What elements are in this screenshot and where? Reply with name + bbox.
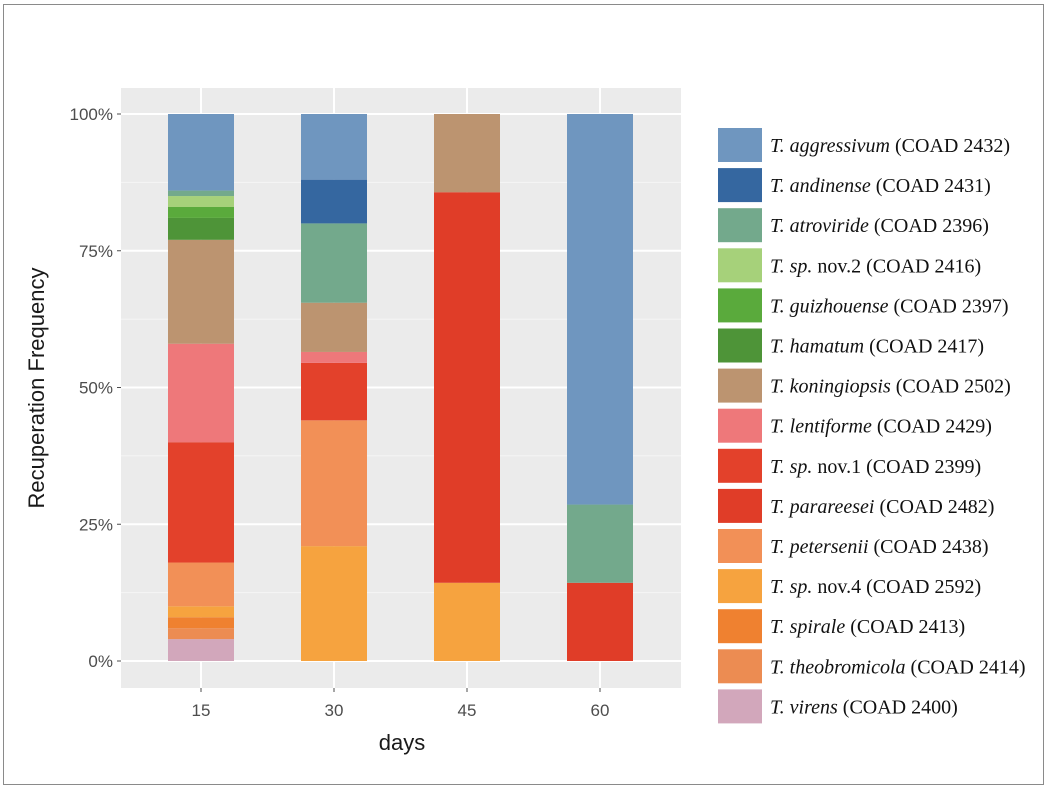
legend-key [718,609,762,644]
legend-key [718,208,762,243]
legend-key [718,288,762,323]
bar-segment [434,582,500,661]
bar-segment [434,114,500,193]
bar-segment [168,114,234,191]
bar-segment [567,582,633,661]
x-tick-label: 30 [325,701,344,720]
y-tick-label: 0% [88,652,113,671]
legend-label: T. parareesei (COAD 2482) [770,496,994,518]
legend-key [718,168,762,203]
bar-segment [301,351,367,363]
x-tick-label: 45 [458,701,477,720]
legend-label: T. theobromicola (COAD 2414) [770,656,1026,678]
bar-segment [168,190,234,197]
legend-label: T. guizhouense (COAD 2397) [770,295,1009,317]
legend-label: T. koningiopsis (COAD 2502) [770,376,1011,398]
bar-segment [301,223,367,303]
bar-segment [301,302,367,352]
bar-segment [168,196,234,207]
axis-ticks: 0% 25% 50% 75% 100% 15 30 45 60 [70,105,610,720]
bar-segment [567,504,633,583]
y-tick-label: 100% [70,105,113,124]
bar-segment [168,217,234,240]
legend-key [718,408,762,443]
legend-key [718,529,762,563]
legend-key [718,368,762,403]
legend-label: T. sp. nov.2 (COAD 2416) [770,255,981,277]
bar-segment [168,562,234,607]
legend-key [718,689,762,724]
legend-label: T. atroviride (COAD 2396) [770,215,989,237]
legend-key [718,569,762,604]
bar-segment [301,179,367,224]
bar-segment [301,114,367,180]
x-tick-label: 60 [591,701,610,720]
bar-segment [301,546,367,661]
bar-segment [168,617,234,629]
legend-label: T. virens (COAD 2400) [770,696,958,718]
bars [168,114,633,661]
legend-key [718,128,762,162]
bar-segment [301,362,367,421]
legend-label: T. andinense (COAD 2431) [770,175,991,197]
legend-key [718,649,762,684]
bar-segment [567,114,633,505]
bar-segment [168,628,234,640]
legend-key [718,448,762,483]
bar-segment [301,420,367,547]
legend-label: T. hamatum (COAD 2417) [770,336,984,358]
bar-segment [168,442,234,563]
y-tick-label: 50% [79,379,113,398]
legend: T. aggressivum (COAD 2432) T. andinense (… [718,128,1026,724]
legend-key [718,248,762,283]
legend-label: T. sp. nov.4 (COAD 2592) [770,576,981,598]
x-tick-label: 15 [192,701,211,720]
bar-segment [168,206,234,218]
legend-label: T. petersenii (COAD 2438) [770,536,989,558]
y-tick-label: 75% [79,242,113,261]
legend-label: T. spirale (COAD 2413) [770,616,965,638]
bar-segment [168,239,234,344]
bar-segment [168,343,234,443]
x-axis-title: days [379,730,425,755]
bar-segment [168,639,234,661]
legend-label: T. lentiforme (COAD 2429) [770,416,992,438]
y-tick-label: 25% [79,515,113,534]
y-axis-title: Recuperation Frequency [24,268,49,509]
legend-key [718,488,762,523]
legend-label: T. sp. nov.1 (COAD 2399) [770,456,981,478]
legend-key [718,328,762,363]
bar-segment [168,606,234,618]
bar-segment [434,192,500,583]
legend-label: T. aggressivum (COAD 2432) [770,135,1010,157]
